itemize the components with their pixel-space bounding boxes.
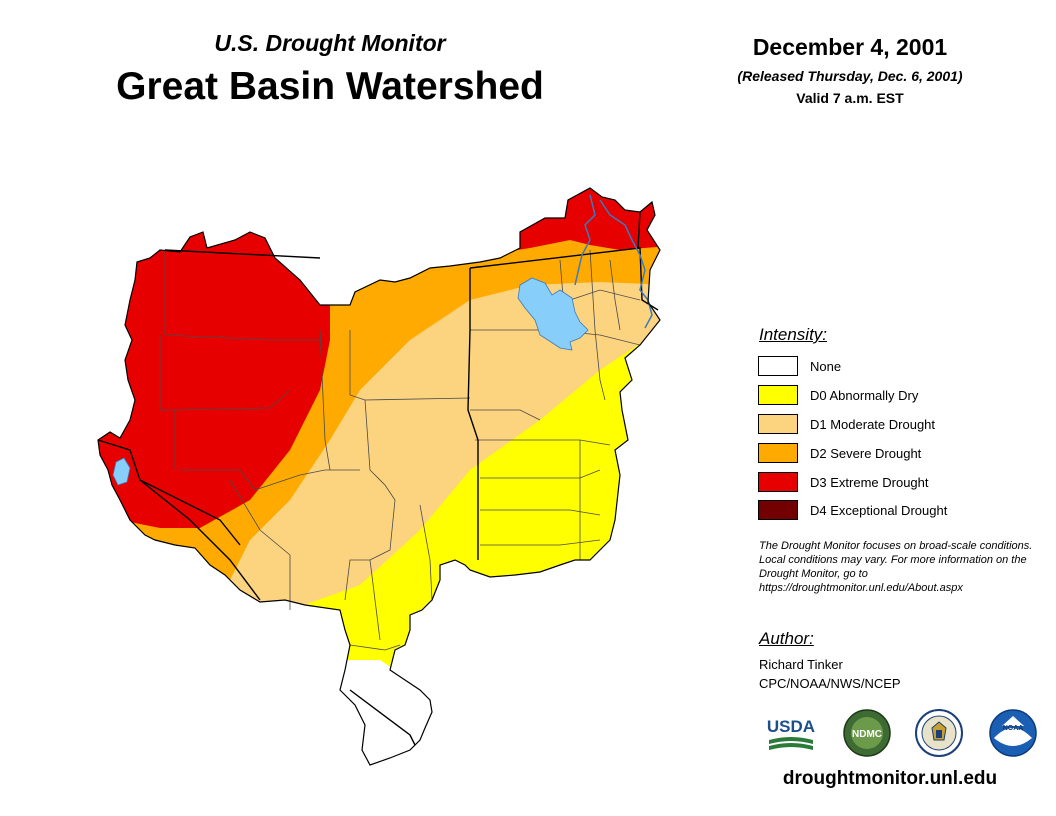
usda-logo-text: USDA: [767, 717, 815, 736]
legend-label: D4 Exceptional Drought: [810, 502, 948, 518]
disclaimer-note: The Drought Monitor focuses on broad-sca…: [759, 540, 1033, 594]
legend-swatch: [758, 472, 798, 492]
release-date: (Released Thursday, Dec. 6, 2001): [737, 68, 963, 84]
legend-item-none: None: [758, 355, 841, 377]
legend-swatch: [758, 500, 798, 520]
legend-item-d1: D1 Moderate Drought: [758, 413, 935, 435]
author-heading: Author:: [759, 629, 814, 648]
legend-title: Intensity:: [759, 325, 828, 344]
legend-swatch: [758, 443, 798, 463]
d3-region-northeast: [505, 188, 660, 252]
usda-logo: USDA: [767, 717, 815, 750]
ndmc-logo-text: NDMC: [852, 729, 882, 740]
bear-river: [574, 194, 653, 329]
drought-map: [97, 187, 661, 766]
legend-swatch: [758, 356, 798, 376]
legend-label: None: [810, 358, 842, 374]
legend-label: D1 Moderate Drought: [810, 416, 936, 432]
none-region: [330, 660, 440, 765]
legend-item-d0: D0 Abnormally Dry: [758, 384, 918, 406]
legend-label: D3 Extreme Drought: [810, 474, 929, 490]
commerce-seal: [915, 709, 963, 757]
author-name: Richard Tinker: [759, 657, 843, 672]
noaa-logo-text: NOAA: [1003, 725, 1024, 732]
legend-item-d4: D4 Exceptional Drought: [758, 499, 947, 521]
legend-swatch: [758, 385, 798, 405]
great-salt-lake: [517, 277, 589, 351]
map-title: Great Basin Watershed: [116, 65, 544, 108]
legend-item-d3: D3 Extreme Drought: [758, 471, 929, 493]
lake-tahoe: [112, 457, 131, 486]
legend-label: D2 Severe Drought: [810, 445, 922, 461]
map-date: December 4, 2001: [752, 34, 948, 60]
map-subtitle: U.S. Drought Monitor: [214, 30, 446, 56]
footer-url[interactable]: droughtmonitor.unl.edu: [782, 768, 998, 789]
legend-label: D0 Abnormally Dry: [810, 387, 919, 403]
valid-time: Valid 7 a.m. EST: [796, 90, 904, 106]
author-org: CPC/NOAA/NWS/NCEP: [759, 676, 901, 691]
noaa-logo: NOAA: [989, 709, 1037, 757]
ndmc-logo: NDMC: [843, 709, 891, 757]
legend-item-d2: D2 Severe Drought: [758, 442, 921, 464]
d3-region-west: [98, 188, 330, 528]
legend-swatch: [758, 414, 798, 434]
county-borders: [159, 249, 641, 651]
state-borders: [97, 211, 659, 746]
